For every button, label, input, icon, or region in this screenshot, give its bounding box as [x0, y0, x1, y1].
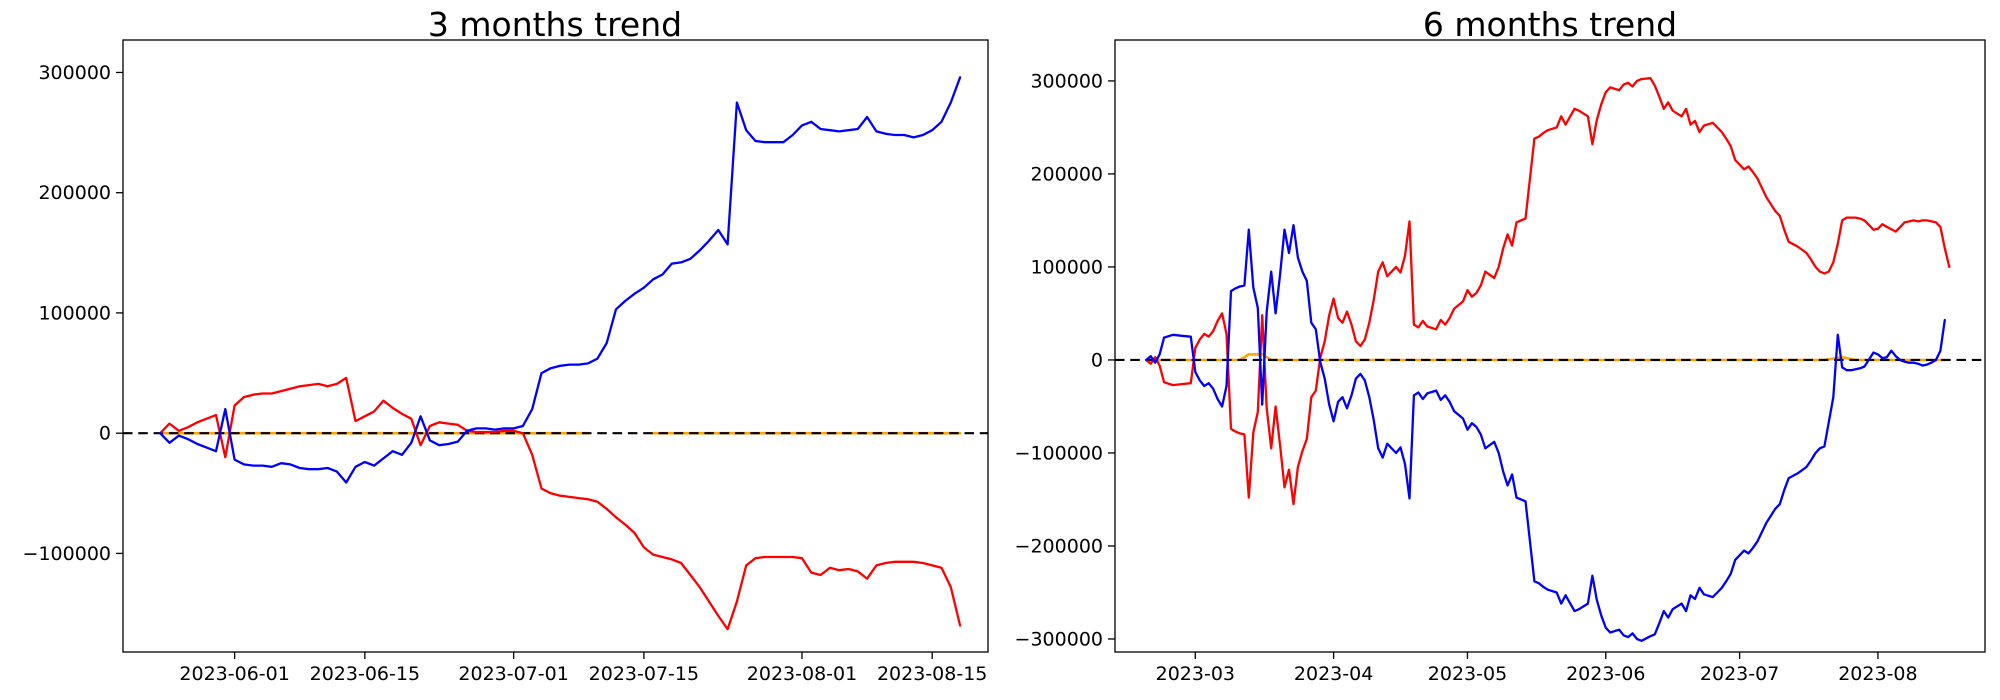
y-tick-label: −100000 — [23, 543, 111, 565]
y-tick-label: 100000 — [38, 302, 111, 324]
y-tick-label: −100000 — [1015, 442, 1103, 464]
x-tick-label: 2023-07-01 — [458, 663, 568, 685]
axes-frame — [1114, 39, 1986, 653]
x-tick-label: 2023-08-01 — [747, 663, 857, 685]
y-tick-label: 300000 — [38, 62, 111, 84]
chart-6-months-trend: 300000 200000 100000 0 −100000 −200000 −300000… — [1015, 39, 1986, 685]
x-tick-label: 2023-05 — [1428, 663, 1507, 685]
axes-frame — [122, 39, 989, 653]
x-tick-label: 2023-06-15 — [310, 663, 420, 685]
chart-3-months-trend: 300000 200000 100000 0 −100000 2023-06-01 2023… — [23, 39, 989, 685]
x-tick-label: 2023-08-15 — [877, 663, 987, 685]
x-tick-label: 2023-06-01 — [179, 663, 289, 685]
y-tick-label: 300000 — [1030, 70, 1103, 92]
x-tick-label: 2023-07-15 — [589, 663, 699, 685]
y-tick-label: −300000 — [1015, 628, 1103, 650]
series-red-line — [1145, 76, 1951, 506]
y-tick-label: 200000 — [1030, 163, 1103, 185]
x-tick-label: 2023-08 — [1838, 663, 1917, 685]
x-tick-label: 2023-04 — [1294, 663, 1373, 685]
x-tick-label: 2023-07 — [1700, 663, 1779, 685]
y-tick-label: 200000 — [38, 182, 111, 204]
chart-title-3-months: 3 months trend — [428, 5, 682, 44]
x-tick-label: 2023-06 — [1566, 663, 1645, 685]
x-tick-label: 2023-03 — [1156, 663, 1235, 685]
series-blue-line — [159, 76, 962, 484]
y-tick-label: 0 — [99, 423, 111, 445]
series-blue-line — [1145, 223, 1946, 642]
y-tick-label: −200000 — [1015, 535, 1103, 557]
y-tick-label: 0 — [1091, 349, 1103, 371]
series-red-line — [159, 376, 962, 631]
y-tick-label: 100000 — [1030, 256, 1103, 278]
chart-title-6-months: 6 months trend — [1423, 5, 1677, 44]
